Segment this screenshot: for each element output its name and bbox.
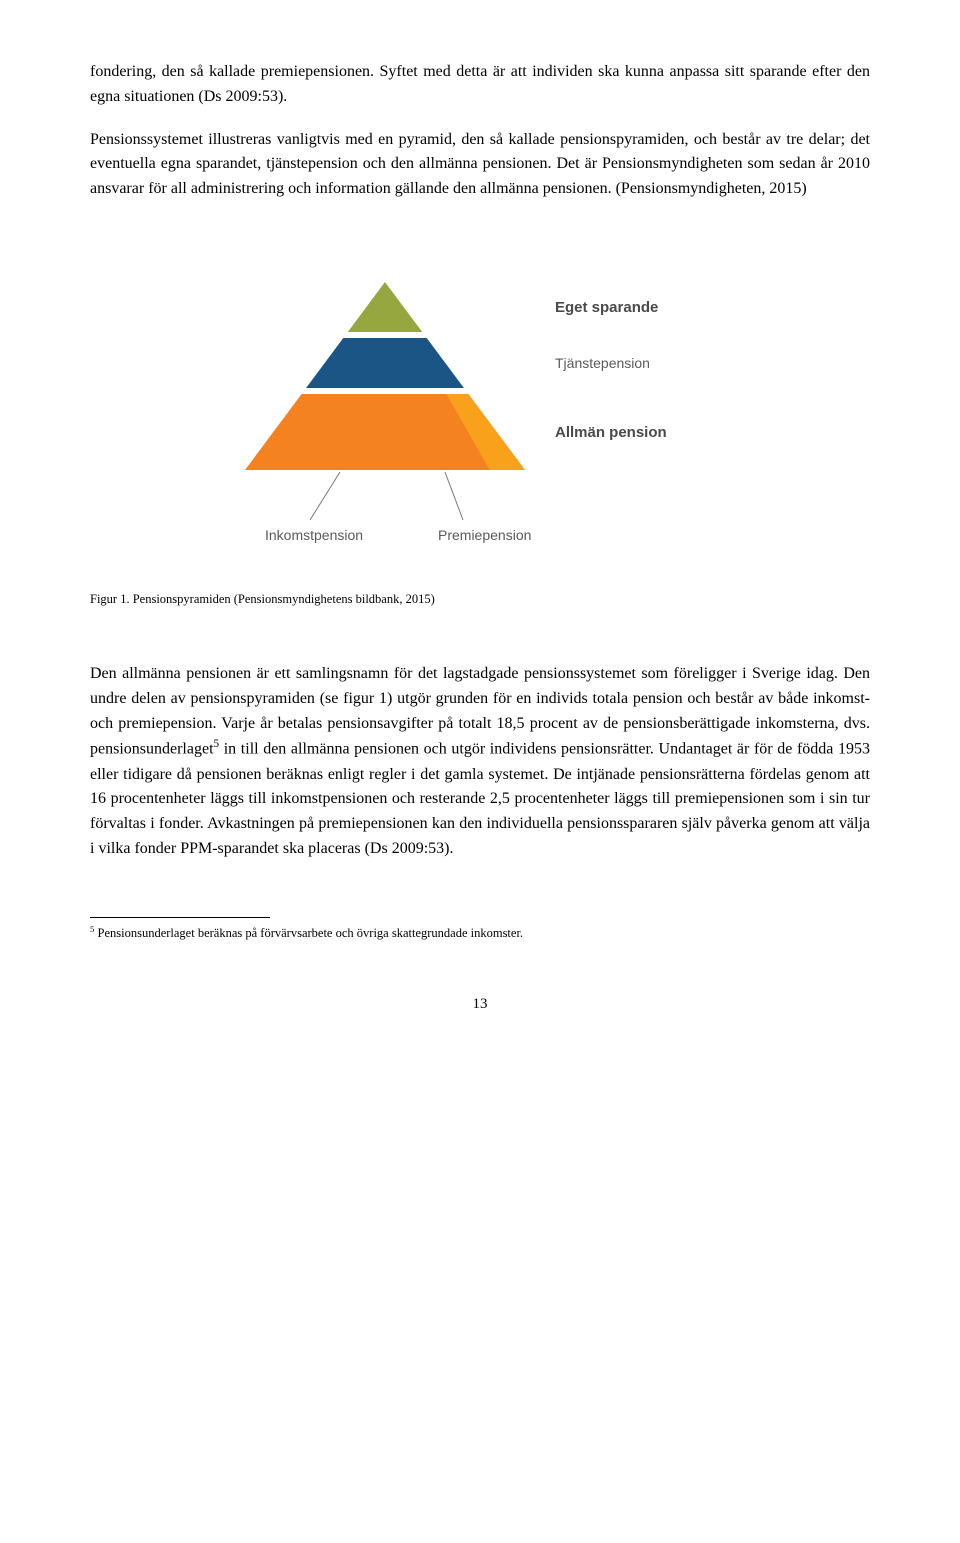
pension-pyramid-diagram: Eget sparande Tjänstepension Allmän pensio… xyxy=(245,282,715,562)
pension-pyramid-figure: Eget sparande Tjänstepension Allmän pensio… xyxy=(90,282,870,562)
paragraph-3-part-b: in till den allmänna pensionen och utgör… xyxy=(90,741,870,857)
footnote-separator xyxy=(90,917,270,918)
pyramid-container: Eget sparande Tjänstepension Allmän pensio… xyxy=(245,282,715,562)
footnote-text: Pensionsunderlaget beräknas på förvärvsa… xyxy=(94,926,523,940)
footnote-5: 5 Pensionsunderlaget beräknas på förvärv… xyxy=(90,924,870,941)
page-number: 13 xyxy=(90,996,870,1013)
svg-text:Inkomstpension: Inkomstpension xyxy=(265,527,363,543)
paragraph-1: fondering, den så kallade premiepensione… xyxy=(90,60,870,110)
svg-text:Eget sparande: Eget sparande xyxy=(555,299,658,316)
paragraph-3: Den allmänna pensionen är ett samlingsna… xyxy=(90,662,870,862)
svg-text:Premiepension: Premiepension xyxy=(438,527,531,543)
paragraph-2: Pensionssystemet illustreras vanligtvis … xyxy=(90,128,870,202)
figure-caption: Figur 1. Pensionspyramiden (Pensionsmynd… xyxy=(90,592,870,607)
svg-text:Tjänstepension: Tjänstepension xyxy=(555,355,650,371)
svg-text:Allmän pension: Allmän pension xyxy=(555,424,667,441)
